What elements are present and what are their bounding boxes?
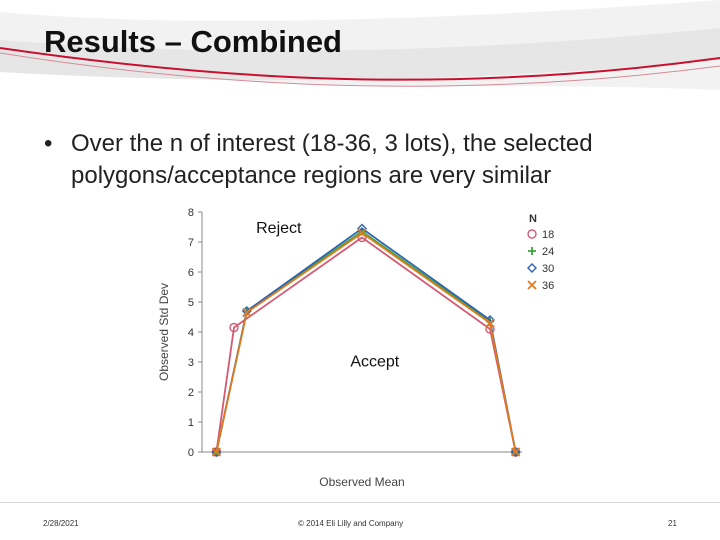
series-24 xyxy=(212,227,520,456)
series-30 xyxy=(211,223,521,457)
series-18 xyxy=(211,232,521,457)
circle-marker xyxy=(527,229,537,239)
diamond-marker xyxy=(510,447,521,457)
y-tick-label: 1 xyxy=(188,417,194,429)
y-tick-label: 4 xyxy=(188,327,194,339)
chart-legend: N 18 24 30 36 xyxy=(527,213,554,292)
y-tick-label: 5 xyxy=(188,297,194,309)
circle-marker xyxy=(229,322,239,333)
series-36 xyxy=(211,228,521,457)
legend-label: 24 xyxy=(542,246,554,258)
diamond-marker xyxy=(211,447,222,457)
chart-series: Reject Accept xyxy=(211,220,521,457)
annotation-accept: Accept xyxy=(350,354,399,371)
plus-marker xyxy=(528,247,536,255)
series-line xyxy=(215,230,517,453)
header-banner xyxy=(0,0,720,90)
x-marker xyxy=(357,228,367,238)
y-tick-label: 7 xyxy=(188,237,194,249)
page-title: Results – Combined xyxy=(44,24,342,59)
chart-axes: 0 1 2 3 4 5 6 7 8 Observed Mean Observed Std Dev xyxy=(157,207,522,489)
y-tick-label: 6 xyxy=(188,267,194,279)
x-marker xyxy=(510,447,521,457)
x-marker xyxy=(485,318,495,328)
polygon-chart: 0 1 2 3 4 5 6 7 8 Observed Mean Observed Std Dev R… xyxy=(157,207,554,489)
x-marker xyxy=(242,307,252,318)
footer-date: 2/28/2021 xyxy=(43,519,79,528)
x-axis-title: Observed Mean xyxy=(319,475,404,489)
footer-copyright: © 2014 Eli Lilly and Company xyxy=(298,519,404,528)
legend-title: N xyxy=(529,213,537,225)
diamond-marker xyxy=(527,263,537,273)
y-tick-label: 3 xyxy=(188,357,194,369)
series-line xyxy=(215,236,517,453)
x-marker xyxy=(211,447,222,457)
footer-divider xyxy=(0,502,720,503)
series-line xyxy=(215,231,517,453)
legend-label: 36 xyxy=(542,280,554,292)
legend-label: 18 xyxy=(542,229,554,241)
y-tick-label: 0 xyxy=(188,447,194,459)
y-tick-label: 2 xyxy=(188,387,194,399)
annotation-reject: Reject xyxy=(256,220,302,237)
y-axis-title: Observed Std Dev xyxy=(157,283,171,381)
bullet-icon: • xyxy=(44,130,53,157)
bullet-text: Over the n of interest (18-36, 3 lots), … xyxy=(71,130,593,189)
x-marker xyxy=(527,280,537,290)
y-tick-label: 8 xyxy=(188,207,194,219)
legend-label: 30 xyxy=(542,263,554,275)
page-number: 21 xyxy=(668,519,677,528)
series-line xyxy=(215,227,517,453)
